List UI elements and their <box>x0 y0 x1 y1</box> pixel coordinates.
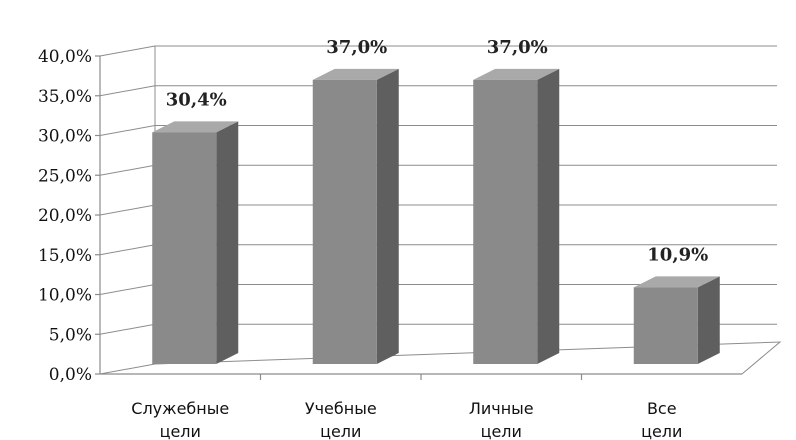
bar-side <box>697 276 720 364</box>
data-label: 37,0% <box>326 37 387 58</box>
gridline-side <box>99 204 156 216</box>
bar-side <box>376 68 399 364</box>
bar <box>312 79 377 364</box>
gridline-side <box>99 323 156 335</box>
bars <box>152 68 720 364</box>
bar <box>633 287 698 364</box>
y-tick-label: 20,0% <box>38 206 92 226</box>
y-tick-label: 0,0% <box>49 365 92 385</box>
bar-top <box>633 276 720 288</box>
y-tick-label: 35,0% <box>38 87 92 107</box>
gridline-side <box>99 85 156 97</box>
x-category-label: Личные <box>469 399 534 418</box>
y-tick-label: 30,0% <box>38 127 92 147</box>
bar <box>473 79 538 364</box>
y-tick-labels: 0,0% 5,0% 10,0% 15,0% 20,0% 25,0% 30,0% 35,0% 40… <box>38 47 92 385</box>
gridline-side <box>99 244 156 256</box>
x-category-labels: Служебные цели Учебные цели Личные цели Все цел… <box>131 399 682 440</box>
gridline-side <box>99 164 156 176</box>
y-tick-label: 40,0% <box>38 47 92 67</box>
data-label: 37,0% <box>487 37 548 58</box>
data-label: 10,9% <box>647 244 708 265</box>
x-category-label: Учебные <box>305 399 377 418</box>
bar-top <box>473 68 560 80</box>
bar-top <box>152 121 239 133</box>
gridline-side <box>99 284 156 295</box>
y-tick-label: 5,0% <box>49 325 92 345</box>
bar-side <box>216 121 239 364</box>
bar <box>152 132 217 364</box>
x-category-label-line2: цели <box>320 422 361 440</box>
bar-top <box>312 68 399 80</box>
y-tick-label: 10,0% <box>38 286 92 306</box>
axes <box>95 55 782 380</box>
y-tick-label: 25,0% <box>38 166 92 186</box>
gridline-side <box>99 45 156 57</box>
x-category-label-line2: цели <box>641 422 682 440</box>
y-tick-label: 15,0% <box>38 246 92 266</box>
data-label: 30,4% <box>166 89 227 110</box>
x-category-label-line2: цели <box>160 422 201 440</box>
gridline-side <box>99 125 156 136</box>
data-labels: 30,4% 37,0% 37,0% 10,9% <box>166 37 708 265</box>
x-category-label-line2: цели <box>481 422 522 440</box>
x-category-label: Все <box>647 399 677 418</box>
bar-side <box>537 68 560 364</box>
x-category-label: Служебные <box>131 399 229 418</box>
